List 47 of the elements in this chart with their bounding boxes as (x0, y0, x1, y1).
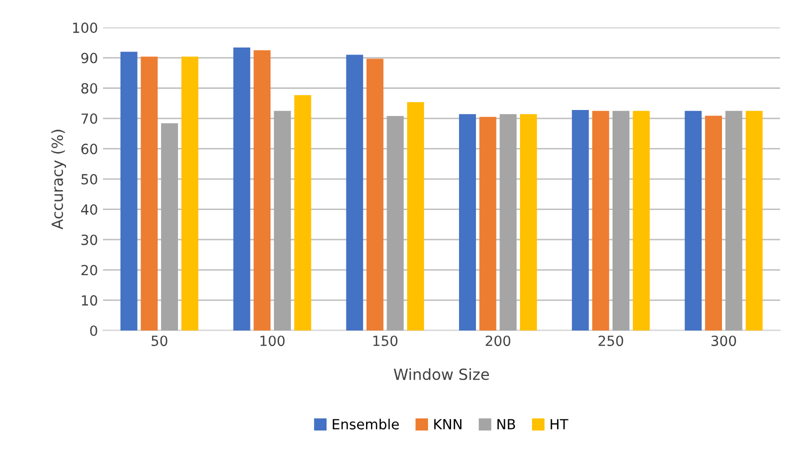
bar (725, 110, 742, 330)
y-tick-label: 20 (81, 264, 98, 276)
bar (746, 110, 763, 330)
y-tick-label: 0 (90, 325, 98, 336)
x-tick-label: 300 (711, 336, 736, 346)
bar (407, 102, 424, 330)
bar (274, 110, 291, 330)
y-tick-label: 10 (82, 295, 98, 306)
bar (161, 123, 178, 330)
bar (459, 114, 476, 330)
legend-label: Ensemble (332, 418, 399, 430)
y-tick-label: 70 (82, 113, 98, 124)
y-axis-title: Accuracy (%) (51, 130, 66, 230)
y-tick-label: 40 (81, 204, 98, 215)
x-tick-label: 200 (486, 336, 510, 346)
x-tick-label: 250 (598, 336, 624, 346)
bar (705, 116, 722, 330)
bar (254, 50, 271, 330)
x-tick-label: 100 (260, 336, 285, 346)
y-tick-label: 60 (81, 144, 98, 154)
bar (386, 116, 404, 330)
bar (140, 56, 158, 330)
legend-label: KNN (434, 419, 462, 430)
bar (181, 56, 198, 330)
y-tick-label: 100 (73, 22, 98, 34)
bar (479, 116, 496, 330)
bar (120, 52, 138, 330)
bar (612, 110, 630, 330)
legend-label: HT (550, 419, 568, 430)
y-tick-label: 90 (81, 52, 98, 64)
bar (233, 48, 250, 330)
y-tick-label: 50 (81, 174, 98, 184)
bar (632, 110, 650, 330)
x-tick-label: 150 (373, 336, 398, 346)
bar (500, 114, 517, 330)
bar (346, 54, 364, 330)
bar (366, 58, 384, 330)
bar (294, 95, 312, 330)
bar (684, 110, 702, 330)
bar (592, 110, 610, 330)
y-tick-label: 30 (81, 234, 98, 246)
bar (520, 114, 537, 330)
x-tick-label: 50 (152, 336, 168, 346)
legend-label: NB (497, 419, 516, 430)
y-tick-label: 80 (81, 83, 98, 94)
x-axis-title: Window Size (394, 368, 489, 380)
bar (572, 110, 589, 330)
